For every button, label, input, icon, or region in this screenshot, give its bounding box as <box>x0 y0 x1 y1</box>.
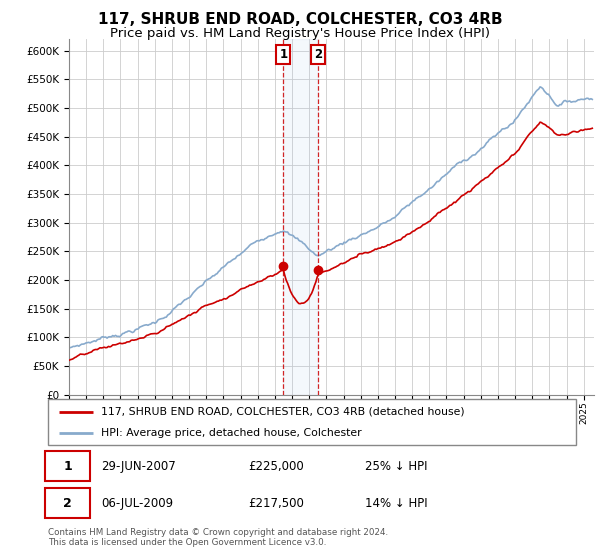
Text: £217,500: £217,500 <box>248 497 305 510</box>
Bar <box>283 39 318 395</box>
Text: 2: 2 <box>64 497 72 510</box>
Text: 117, SHRUB END ROAD, COLCHESTER, CO3 4RB (detached house): 117, SHRUB END ROAD, COLCHESTER, CO3 4RB… <box>101 407 464 417</box>
Text: 25% ↓ HPI: 25% ↓ HPI <box>365 460 427 473</box>
Text: HPI: Average price, detached house, Colchester: HPI: Average price, detached house, Colc… <box>101 428 361 438</box>
FancyBboxPatch shape <box>46 488 90 519</box>
Text: £225,000: £225,000 <box>248 460 304 473</box>
Text: Price paid vs. HM Land Registry's House Price Index (HPI): Price paid vs. HM Land Registry's House … <box>110 27 490 40</box>
Text: 2: 2 <box>314 48 322 61</box>
Text: 1: 1 <box>279 48 287 61</box>
Text: 14% ↓ HPI: 14% ↓ HPI <box>365 497 427 510</box>
Text: 06-JUL-2009: 06-JUL-2009 <box>101 497 173 510</box>
Text: 29-JUN-2007: 29-JUN-2007 <box>101 460 176 473</box>
FancyBboxPatch shape <box>46 451 90 481</box>
Text: Contains HM Land Registry data © Crown copyright and database right 2024.
This d: Contains HM Land Registry data © Crown c… <box>48 528 388 547</box>
FancyBboxPatch shape <box>48 399 576 445</box>
Text: 1: 1 <box>64 460 72 473</box>
Text: 117, SHRUB END ROAD, COLCHESTER, CO3 4RB: 117, SHRUB END ROAD, COLCHESTER, CO3 4RB <box>98 12 502 27</box>
